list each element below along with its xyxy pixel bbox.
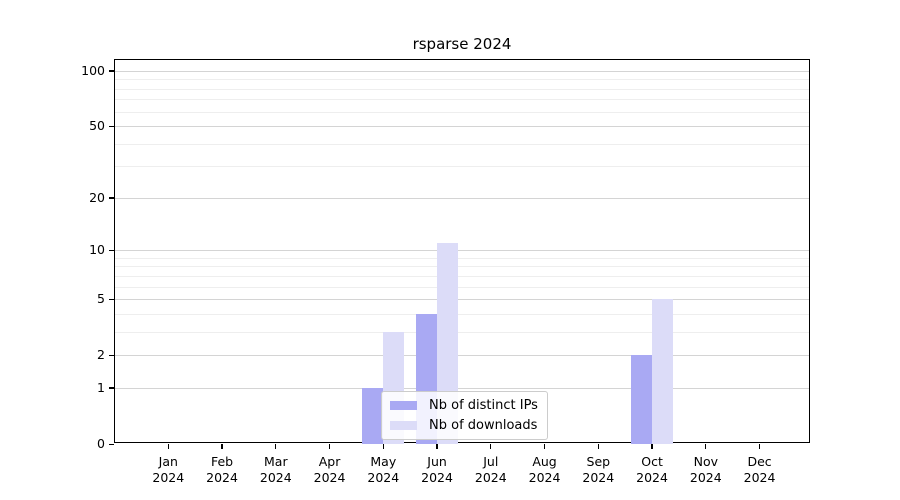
chart-title: rsparse 2024	[412, 35, 512, 53]
x-tick-label-month: Jul	[483, 454, 499, 469]
major-gridline	[115, 387, 809, 389]
x-tick-label-year: 2024	[689, 470, 722, 485]
x-tick-label-month: Jan	[158, 454, 178, 469]
y-tick-label: 100	[81, 62, 105, 78]
x-tick-label: Feb 2024	[194, 454, 250, 486]
plot-area: Nb of distinct IPs Nb of downloads 0 1 2 5 1…	[81, 59, 810, 485]
legend-swatch-distinct-ips	[390, 401, 417, 410]
x-tick-label-month: Mar	[264, 454, 288, 469]
y-tick-mark	[109, 70, 114, 72]
major-gridline	[115, 70, 809, 72]
y-tick-label: 0	[97, 436, 105, 451]
legend-label-distinct-ips: Nb of distinct IPs	[429, 398, 538, 413]
x-tick-label: Dec 2024	[732, 454, 788, 486]
legend-item-downloads: Nb of downloads	[390, 418, 538, 433]
legend-item-distinct-ips: Nb of distinct IPs	[390, 398, 538, 413]
y-tick-mark	[109, 298, 114, 300]
y-tick-mark	[109, 354, 114, 356]
x-tick-label: Jan 2024	[140, 454, 196, 486]
x-tick-label-year: 2024	[582, 470, 615, 485]
x-tick-mark	[758, 444, 761, 449]
x-tick-label-month: May	[370, 454, 397, 469]
major-gridline	[115, 197, 809, 199]
x-tick-label-year: 2024	[259, 470, 292, 485]
x-tick-label-month: Aug	[532, 454, 557, 469]
legend: Nb of distinct IPs Nb of downloads	[381, 391, 548, 440]
x-tick-label-year: 2024	[528, 470, 561, 485]
x-tick-label-year: 2024	[636, 470, 668, 485]
x-tick-mark	[436, 444, 438, 449]
x-tick-mark	[275, 444, 277, 449]
y-tick-mark	[109, 387, 114, 389]
x-tick-label-month: Jun	[427, 454, 447, 469]
x-tick-label-year: 2024	[313, 470, 346, 485]
x-tick-label-year: 2024	[474, 470, 507, 485]
x-tick-label: Jul 2024	[463, 454, 519, 486]
x-tick-label-month: Feb	[210, 454, 234, 469]
x-tick-mark	[490, 444, 492, 449]
x-tick-label-year: 2024	[421, 470, 453, 485]
y-tick-mark	[109, 197, 114, 199]
x-tick-label-year: 2024	[367, 470, 400, 485]
x-tick-label-month: Sep	[586, 454, 611, 469]
y-tick-label: 50	[89, 118, 105, 134]
x-tick-mark	[597, 444, 599, 449]
minor-gridline	[115, 275, 809, 277]
y-tick-mark	[109, 125, 114, 127]
legend-swatch-downloads	[390, 421, 417, 430]
y-tick-mark	[109, 443, 114, 445]
y-tick-label: 5	[97, 291, 105, 307]
minor-gridline	[115, 99, 809, 101]
y-tick-label: 10	[89, 242, 105, 258]
y-tick-label: 1	[97, 379, 105, 395]
y-tick-label: 2	[97, 347, 105, 363]
bar-distinct-ips	[631, 355, 653, 444]
x-tick-label: May 2024	[355, 454, 411, 486]
y-tick-mark	[109, 249, 114, 251]
minor-gridline	[115, 88, 809, 90]
minor-gridline	[115, 313, 809, 315]
major-gridline	[115, 299, 809, 301]
x-tick-label-year: 2024	[743, 470, 776, 485]
x-tick-label-month: Apr	[318, 454, 341, 469]
x-tick-label: Nov 2024	[678, 454, 734, 486]
x-tick-label: Jun 2024	[409, 454, 465, 486]
x-tick-label-year: 2024	[206, 470, 238, 485]
x-tick-label-year: 2024	[152, 470, 185, 485]
x-tick-label-month: Dec	[747, 454, 772, 469]
major-gridline	[115, 126, 809, 128]
x-tick-mark	[382, 444, 384, 449]
minor-gridline	[115, 79, 809, 81]
minor-gridline	[115, 143, 809, 145]
minor-gridline	[115, 257, 809, 259]
bar-downloads	[652, 299, 674, 444]
x-tick-mark	[328, 444, 331, 449]
x-tick-label: Mar 2024	[248, 454, 304, 486]
x-tick-label: Oct 2024	[624, 454, 680, 486]
minor-gridline	[115, 266, 809, 268]
x-tick-mark	[651, 444, 653, 449]
x-tick-label-month: Nov	[693, 454, 718, 469]
major-gridline	[115, 250, 809, 252]
x-tick-label-month: Oct	[641, 454, 663, 469]
x-tick-mark	[221, 444, 223, 449]
x-tick-label: Apr 2024	[302, 454, 358, 486]
x-tick-label: Aug 2024	[517, 454, 573, 486]
bar-distinct-ips	[362, 387, 384, 444]
major-gridline	[115, 355, 809, 357]
x-tick-label: Sep 2024	[570, 454, 626, 486]
minor-gridline	[115, 111, 809, 113]
minor-gridline	[115, 331, 809, 333]
x-tick-mark	[543, 444, 546, 449]
x-tick-mark	[167, 444, 169, 449]
y-tick-label: 20	[89, 189, 105, 205]
minor-gridline	[115, 286, 809, 288]
minor-gridline	[115, 166, 809, 168]
legend-label-downloads: Nb of downloads	[429, 418, 538, 433]
x-tick-mark	[705, 444, 707, 449]
